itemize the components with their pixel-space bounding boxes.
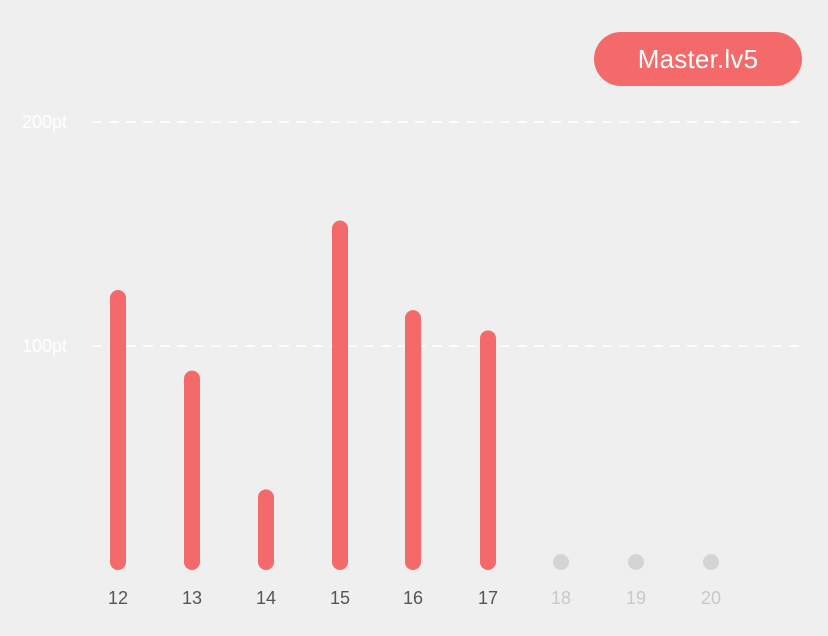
bar-15 [332,220,348,570]
x-tick-label-18: 18 [551,588,571,608]
bar-12 [110,290,126,570]
bar-13 [184,370,200,570]
x-tick-label-16: 16 [403,588,423,608]
empty-dot-18 [553,554,569,570]
bar-14 [258,489,274,570]
x-tick-label-20: 20 [701,588,721,608]
y-tick-label-200: 200pt [22,112,67,132]
bar-17 [480,330,496,570]
x-tick-label-17: 17 [478,588,498,608]
x-tick-label-15: 15 [330,588,350,608]
x-tick-label-13: 13 [182,588,202,608]
level-badge: Master.lv5 [594,32,802,86]
y-tick-label-100: 100pt [22,336,67,356]
empty-dot-20 [703,554,719,570]
x-tick-label-19: 19 [626,588,646,608]
empty-dot-19 [628,554,644,570]
x-tick-label-14: 14 [256,588,276,608]
x-tick-label-12: 12 [108,588,128,608]
bar-16 [405,310,421,570]
